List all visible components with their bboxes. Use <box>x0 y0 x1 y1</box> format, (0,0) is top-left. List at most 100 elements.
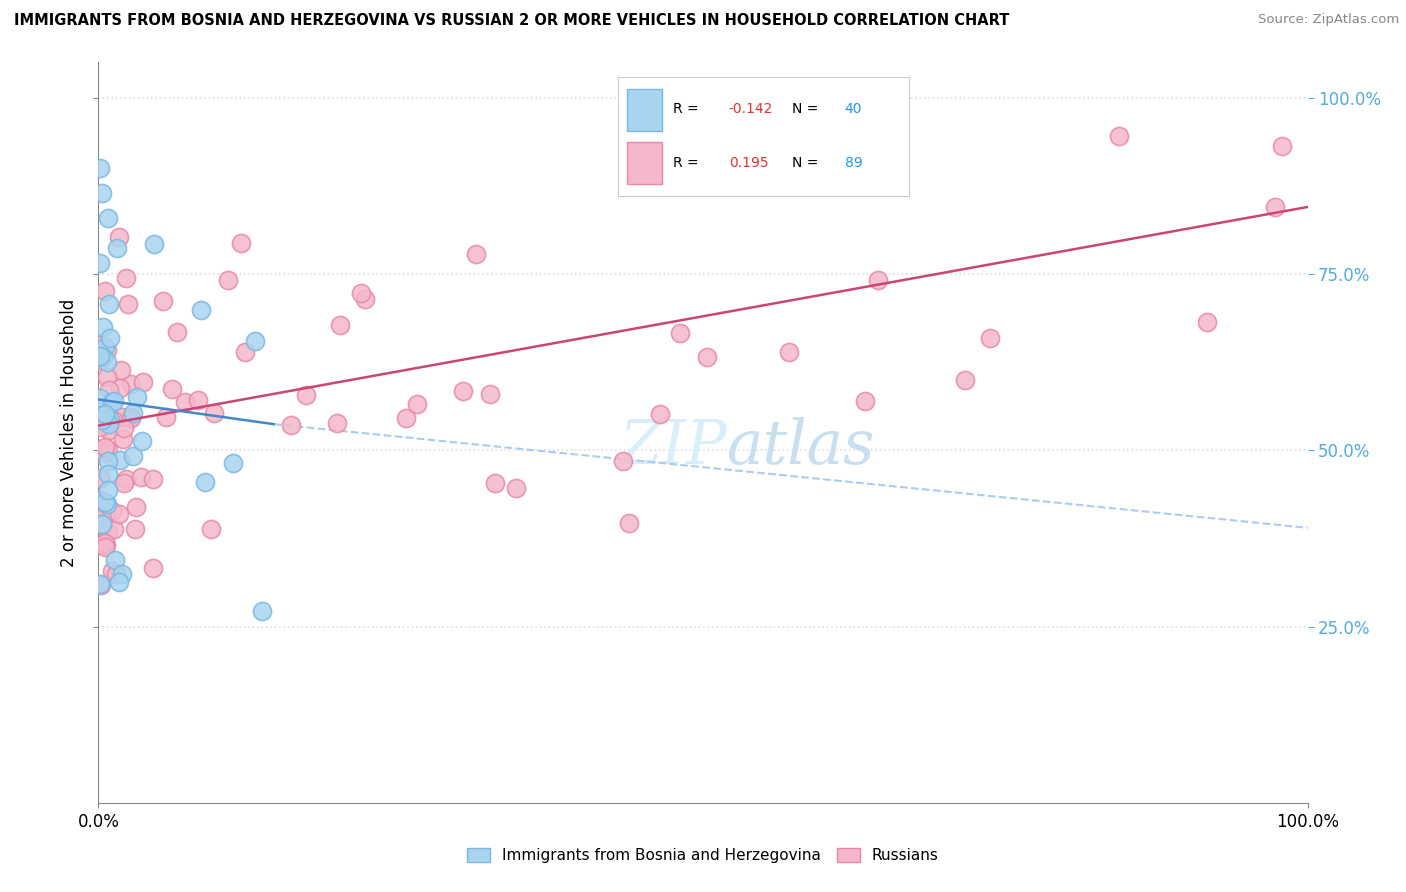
Point <box>97 423 120 437</box>
Point <box>89 256 111 270</box>
Point <box>217 273 239 287</box>
Point <box>100 564 122 578</box>
Point <box>89 353 111 368</box>
Point <box>120 376 142 391</box>
Point <box>93 508 115 523</box>
Point <box>187 393 209 408</box>
Point <box>243 334 266 349</box>
Point <box>406 397 429 411</box>
Point <box>111 410 134 425</box>
Point <box>200 522 222 536</box>
Point <box>98 413 121 427</box>
Point <box>111 567 134 582</box>
Point <box>115 472 138 486</box>
Point <box>160 382 183 396</box>
Point <box>354 293 377 307</box>
Point <box>350 286 373 301</box>
Point <box>202 406 225 420</box>
Point <box>222 456 245 470</box>
Point <box>94 495 117 509</box>
Point <box>1271 139 1294 153</box>
Point <box>127 390 149 404</box>
Point <box>89 493 111 508</box>
Point <box>103 522 125 536</box>
Point <box>866 273 889 287</box>
Point <box>142 237 165 252</box>
Point <box>90 186 112 201</box>
Point <box>93 350 115 364</box>
Point <box>112 475 135 490</box>
Point <box>89 419 111 434</box>
Text: Source: ZipAtlas.com: Source: ZipAtlas.com <box>1258 13 1399 27</box>
Point <box>194 475 217 490</box>
Point <box>122 407 145 421</box>
Y-axis label: 2 or more Vehicles in Household: 2 or more Vehicles in Household <box>59 299 77 566</box>
Point <box>612 454 634 468</box>
Point <box>696 350 718 364</box>
Point <box>152 294 174 309</box>
Point <box>1108 129 1130 144</box>
Legend: Immigrants from Bosnia and Herzegovina, Russians: Immigrants from Bosnia and Herzegovina, … <box>461 842 945 869</box>
Point <box>96 498 118 512</box>
Point <box>131 434 153 448</box>
Point <box>953 372 976 386</box>
Point <box>94 407 117 421</box>
Point <box>97 467 120 482</box>
Text: IMMIGRANTS FROM BOSNIA AND HERZEGOVINA VS RUSSIAN 2 OR MORE VEHICLES IN HOUSEHOL: IMMIGRANTS FROM BOSNIA AND HERZEGOVINA V… <box>14 13 1010 29</box>
Point <box>142 472 165 486</box>
Text: atlas: atlas <box>727 417 876 477</box>
Point <box>93 442 115 456</box>
Point <box>96 355 118 369</box>
Point <box>90 517 112 532</box>
Point <box>280 417 302 432</box>
Point <box>89 405 111 419</box>
Point <box>326 416 349 430</box>
Point <box>89 577 111 591</box>
Point <box>853 394 876 409</box>
Point <box>91 516 114 531</box>
Point <box>97 297 120 311</box>
Point <box>979 331 1001 345</box>
Point <box>90 413 112 427</box>
Point <box>166 326 188 340</box>
Point <box>105 242 128 256</box>
Text: ZIP: ZIP <box>620 417 727 477</box>
Point <box>94 340 117 354</box>
Point <box>97 211 120 226</box>
Point <box>505 481 527 495</box>
Point <box>90 578 112 592</box>
Point <box>94 538 117 552</box>
Point <box>117 296 139 310</box>
Point <box>484 476 506 491</box>
Point <box>110 363 132 377</box>
Point <box>104 567 127 582</box>
Point <box>233 345 256 359</box>
Point <box>98 331 121 345</box>
Point <box>89 392 111 406</box>
Point <box>108 381 131 395</box>
Point <box>96 343 118 357</box>
Point <box>91 319 114 334</box>
Point <box>114 270 136 285</box>
Point <box>100 504 122 518</box>
Point <box>89 337 111 351</box>
Point <box>89 349 111 363</box>
Point <box>110 453 132 467</box>
Point <box>89 470 111 484</box>
Point <box>1264 200 1286 214</box>
Point <box>617 516 640 530</box>
Point <box>93 540 115 554</box>
Point <box>479 387 502 401</box>
Point <box>295 387 318 401</box>
Point <box>229 235 252 250</box>
Point <box>98 417 121 431</box>
Point <box>94 440 117 454</box>
Point <box>103 393 125 408</box>
Point <box>125 500 148 514</box>
Point <box>453 384 475 398</box>
Point <box>329 318 352 332</box>
Point <box>190 302 212 317</box>
Point <box>142 561 165 575</box>
Point <box>97 454 120 468</box>
Point <box>778 344 800 359</box>
